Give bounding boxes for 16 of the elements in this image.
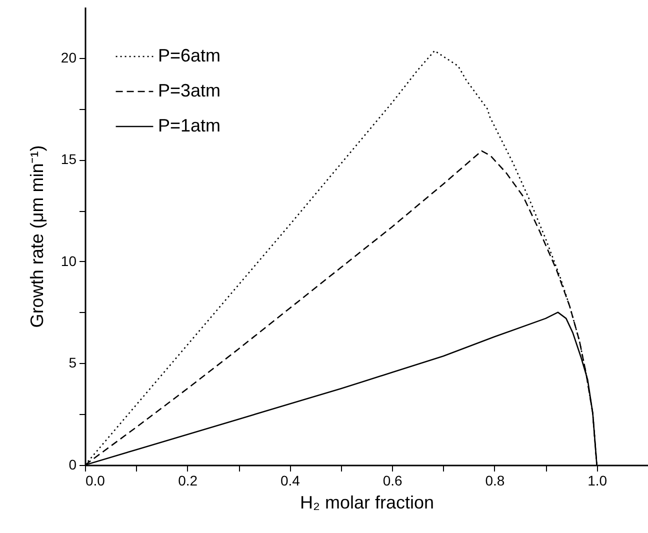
y-tick-label: 5 — [68, 354, 77, 371]
y-tick-label: 10 — [60, 252, 77, 269]
x-tick-label: 1.0 — [588, 472, 608, 488]
legend-label: P=1atm — [158, 116, 221, 136]
x-tick-label: 0.0 — [86, 472, 106, 488]
legend-label: P=3atm — [158, 80, 221, 100]
x-axis-title: H₂ molar fraction — [300, 492, 434, 512]
x-tick-label: 0.4 — [280, 472, 300, 488]
y-tick-label: 20 — [60, 49, 77, 66]
y-axis-title: Growth rate (μm min⁻¹) — [26, 145, 47, 328]
legend-label: P=6atm — [158, 46, 221, 66]
x-tick-label: 0.2 — [178, 472, 198, 488]
y-tick-label: 15 — [60, 151, 77, 168]
x-tick-label: 0.8 — [485, 472, 505, 488]
x-tick-label: 0.6 — [382, 472, 403, 488]
y-tick-label: 0 — [68, 456, 77, 472]
